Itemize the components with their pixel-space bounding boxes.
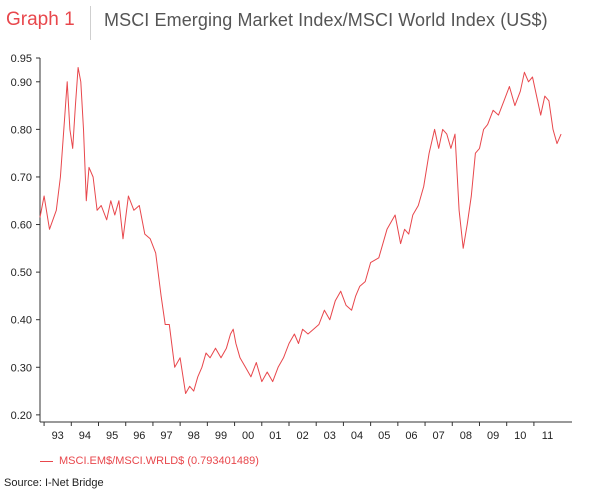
x-tick-label: 94 [79, 430, 91, 442]
chart-header: Graph 1 MSCI Emerging Market Index/MSCI … [0, 0, 600, 48]
y-tick-label: 0.90 [11, 77, 32, 89]
source-note: Source: I-Net Bridge [4, 477, 104, 489]
y-tick-label: 0.60 [11, 220, 32, 232]
x-tick-label: 04 [351, 430, 363, 442]
x-tick-label: 09 [487, 430, 499, 442]
graph-label: Graph 1 [6, 9, 75, 30]
x-tick-label: 97 [160, 430, 172, 442]
y-tick-label: 0.40 [11, 315, 32, 327]
x-axis: 93 94 95 96 97 98 99 00 01 02 03 04 05 06 07 08 09 10 11 [40, 421, 572, 442]
x-tick-label: 93 [52, 430, 64, 442]
y-tick-label: 0.50 [11, 267, 32, 279]
series-layer [39, 67, 562, 394]
header-divider [90, 6, 91, 40]
y-tick-label: 0.30 [11, 362, 32, 374]
x-tick-label: 03 [324, 430, 336, 442]
x-tick-label: 00 [242, 430, 254, 442]
legend-label: MSCI.EM$/MSCI.WRLD$ (0.793401489) [59, 455, 259, 467]
x-tick-label: 98 [188, 430, 200, 442]
x-tick-label: 01 [269, 430, 281, 442]
x-tick-label: 95 [106, 430, 118, 442]
y-tick-label: 0.80 [11, 124, 32, 136]
y-axis: 0.20 0.30 0.40 0.50 0.60 0.70 0.80 0.90 0.95 [11, 53, 41, 422]
x-tick-label: 07 [433, 430, 445, 442]
legend-line-swatch [40, 460, 53, 462]
x-tick-label: 99 [215, 430, 227, 442]
x-tick-label: 11 [542, 430, 553, 442]
y-tick-label: 0.95 [11, 53, 32, 65]
series-line [39, 67, 562, 394]
legend: MSCI.EM$/MSCI.WRLD$ (0.793401489) [40, 455, 259, 467]
y-tick-label: 0.20 [11, 410, 32, 422]
x-tick-label: 10 [514, 430, 526, 442]
x-tick-label: 06 [405, 430, 417, 442]
y-tick-label: 0.70 [11, 172, 32, 184]
x-tick-label: 96 [133, 430, 145, 442]
x-tick-label: 05 [378, 430, 390, 442]
chart-title: MSCI Emerging Market Index/MSCI World In… [104, 10, 548, 30]
line-chart: 0.200.300.400.500.600.700.800.900.95 93 9… [11, 53, 572, 442]
x-tick-label: 02 [296, 430, 308, 442]
x-tick-label: 08 [460, 430, 472, 442]
